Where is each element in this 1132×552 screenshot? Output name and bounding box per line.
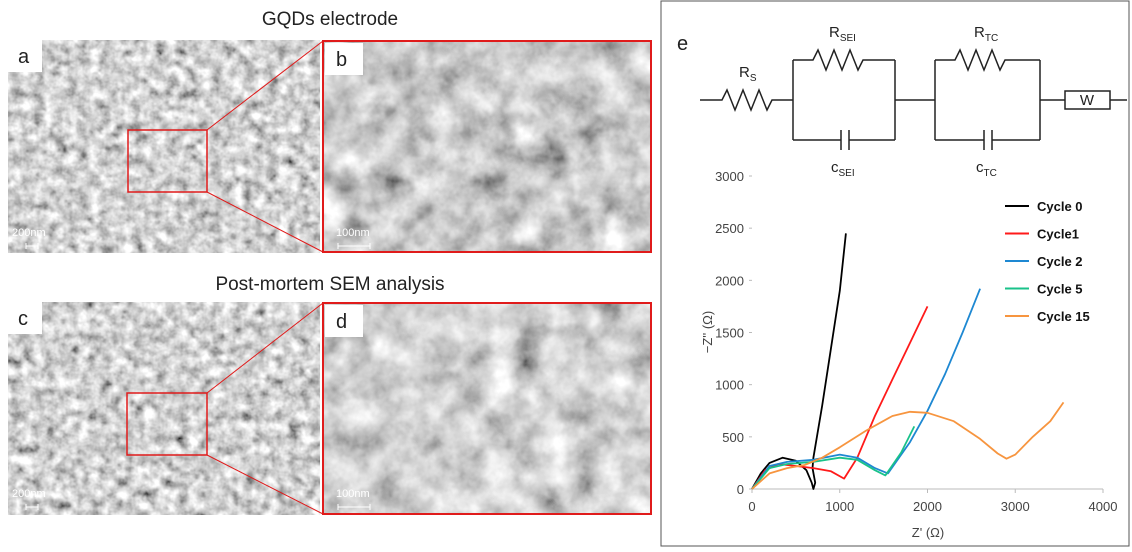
label-box	[8, 40, 42, 72]
scale-label: 200nm	[12, 227, 46, 239]
scale-bar	[337, 243, 371, 249]
x-tick-label: 0	[748, 499, 755, 514]
y-tick-label: 500	[722, 430, 744, 445]
legend-label: Cycle1	[1037, 227, 1079, 242]
circuit-label: R	[974, 24, 985, 41]
zoom-region	[126, 392, 208, 456]
series-line	[751, 233, 847, 490]
scale-label: 100nm	[336, 488, 370, 500]
label-box	[325, 305, 363, 337]
series-line	[751, 425, 916, 490]
legend-label: Cycle 5	[1037, 282, 1083, 297]
sem-image	[322, 40, 652, 253]
circuit-subscript: S	[750, 73, 757, 84]
zoom-line	[206, 302, 324, 394]
circuit-label: c	[976, 159, 984, 176]
circuit-subscript: TC	[985, 33, 998, 44]
circuit	[700, 47, 1127, 150]
y-tick-label: 2500	[715, 221, 744, 236]
legend-label: Cycle 15	[1037, 309, 1090, 324]
legend-label: Cycle 2	[1037, 254, 1083, 269]
y-tick-label: 1000	[715, 378, 744, 393]
circuit-subscript: TC	[984, 168, 997, 179]
circuit-label: W	[1080, 92, 1095, 109]
label-box	[325, 43, 363, 75]
circuit-label: RTC	[974, 24, 998, 44]
y-tick-label: 2000	[715, 273, 744, 288]
y-tick-label: 0	[737, 482, 744, 497]
circuit-label: cTC	[976, 159, 997, 179]
scale-bar	[25, 243, 39, 249]
circuit-subscript: SEI	[839, 168, 855, 179]
zoom-frame	[322, 302, 652, 515]
x-tick-label: 4000	[1089, 499, 1118, 514]
scale-label: 200nm	[12, 488, 46, 500]
scale-bar	[25, 504, 39, 510]
y-tick-label: 1500	[715, 326, 744, 341]
series-line	[751, 306, 929, 490]
circuit-label: cSEI	[831, 159, 855, 179]
zoom-line	[206, 40, 324, 131]
circuit-label: R	[739, 64, 750, 81]
label-box	[8, 302, 42, 334]
zoom-frame	[322, 40, 652, 253]
y-axis-label: −Z'' (Ω)	[700, 311, 715, 354]
sem-image	[8, 40, 320, 253]
panel-label: b	[336, 49, 347, 71]
x-tick-label: 3000	[1001, 499, 1030, 514]
circuit-subscript: SEI	[840, 33, 856, 44]
circuit-label: R	[829, 24, 840, 41]
scale-label: 100nm	[336, 227, 370, 239]
sem-image	[322, 302, 652, 515]
series-line	[751, 288, 981, 490]
scale-bar	[337, 504, 371, 510]
y-tick-label: 3000	[715, 169, 744, 184]
section-title: Post-mortem SEM analysis	[215, 274, 444, 295]
x-tick-label: 2000	[913, 499, 942, 514]
zoom-line	[206, 191, 324, 253]
panel-label: a	[18, 46, 30, 68]
legend-label: Cycle 0	[1037, 199, 1083, 214]
x-tick-label: 1000	[825, 499, 854, 514]
x-axis-label: Z' (Ω)	[912, 525, 944, 540]
circuit-label: RS	[739, 64, 757, 84]
panel-label: c	[18, 308, 28, 330]
panel-label: e	[677, 33, 688, 55]
zoom-line	[206, 454, 324, 515]
panel-label: d	[336, 311, 347, 333]
zoom-region	[127, 129, 208, 193]
panel-frame	[660, 0, 1130, 547]
circuit-label: RSEI	[829, 24, 856, 44]
series-line	[751, 401, 1065, 490]
section-title: GQDs electrode	[262, 9, 398, 30]
sem-image	[8, 302, 320, 515]
circuit-label: c	[831, 159, 839, 176]
